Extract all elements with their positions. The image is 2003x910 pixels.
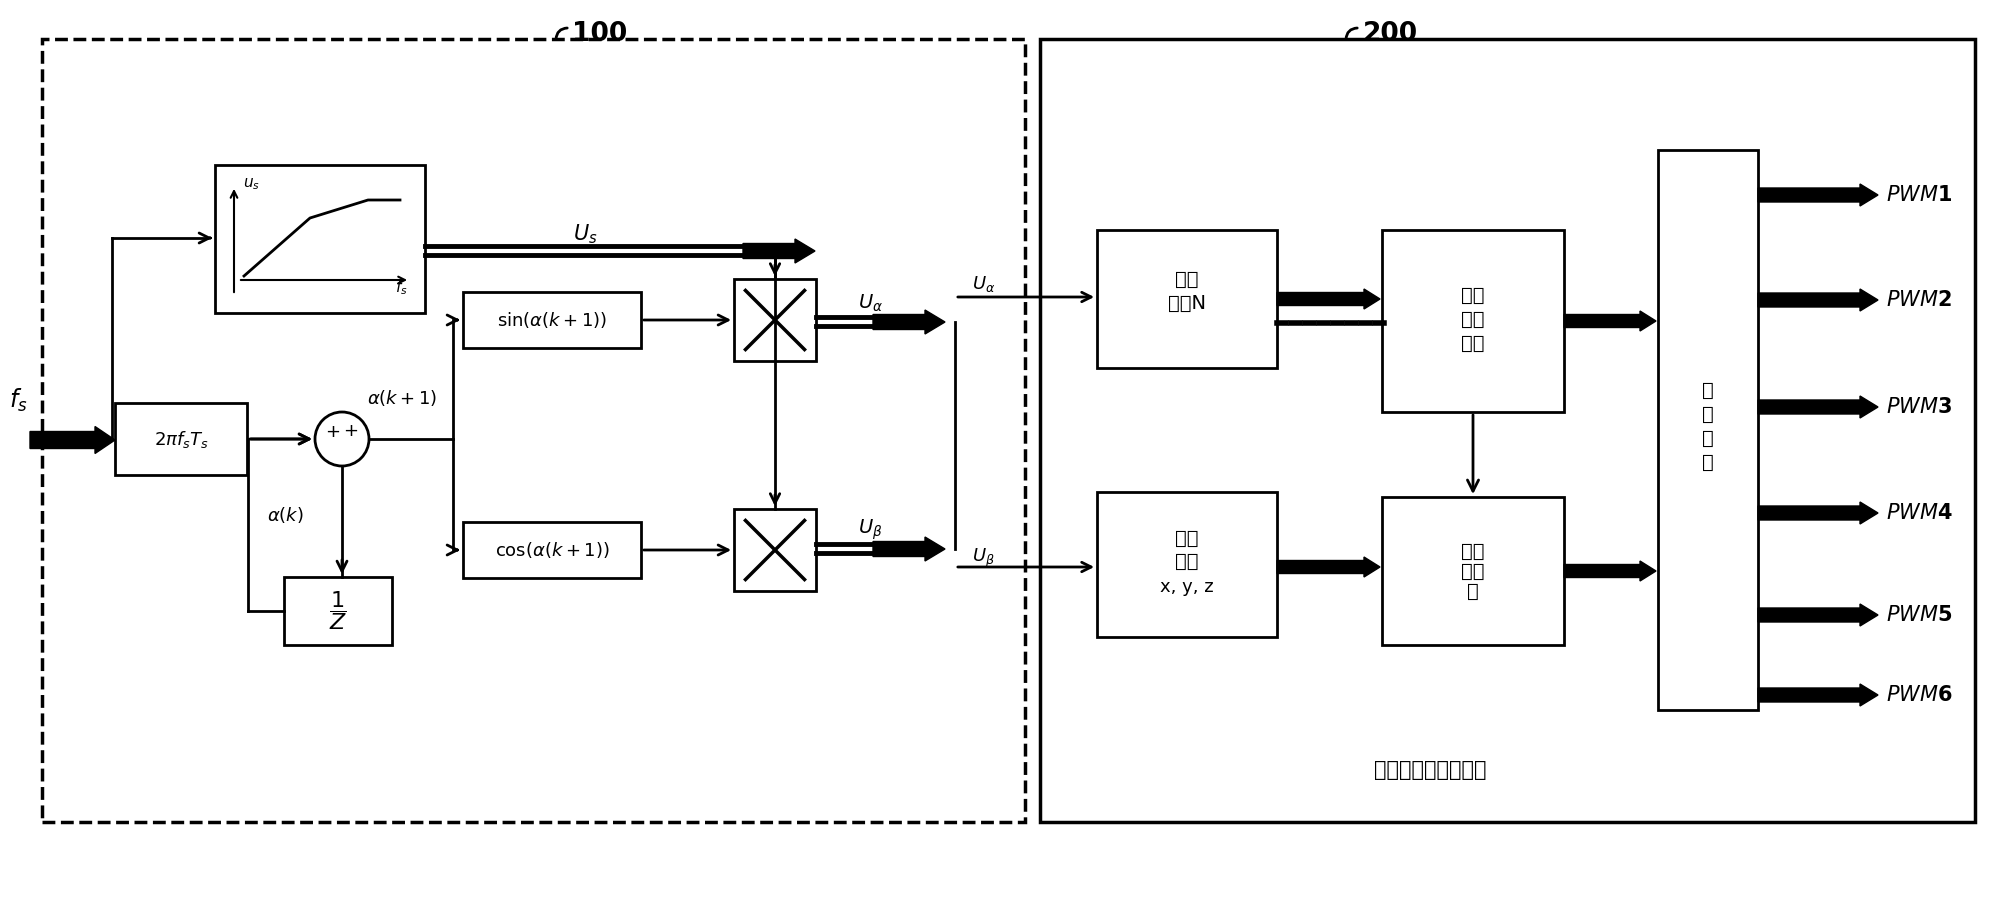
Text: $U_\beta$: $U_\beta$ [857,518,883,542]
FancyArrow shape [1564,561,1656,581]
Bar [1382,230,1564,412]
Text: $\cos(\alpha(k+1))$: $\cos(\alpha(k+1))$ [495,540,609,560]
Text: 100: 100 [573,21,627,47]
Text: $\it{PWM}$1: $\it{PWM}$1 [1887,185,1953,205]
FancyArrow shape [30,427,114,453]
Text: $U_\alpha$: $U_\alpha$ [857,292,883,314]
Text: 选取: 选取 [1462,309,1484,329]
Text: $\it{PWM}$5: $\it{PWM}$5 [1887,605,1953,625]
Bar [214,165,425,313]
Text: 计算N: 计算N [1168,294,1206,312]
Text: 时间: 时间 [1462,286,1484,305]
Text: +: + [343,422,359,440]
Text: 定时: 定时 [1462,561,1484,581]
Text: $2\pi f_sT_s$: $2\pi f_sT_s$ [154,429,208,450]
Text: 生: 生 [1703,405,1715,423]
Bar [1382,497,1564,645]
FancyArrow shape [1759,184,1879,206]
Text: 脉: 脉 [1703,429,1715,448]
Text: 分配: 分配 [1462,333,1484,352]
Bar [1040,39,1975,822]
Text: $\sin(\alpha(k+1))$: $\sin(\alpha(k+1))$ [497,310,607,330]
Text: 开通: 开通 [1462,541,1484,561]
FancyArrow shape [873,310,945,334]
Bar [733,279,815,361]
Text: 冲: 冲 [1703,452,1715,471]
Bar [284,577,393,645]
Text: 200: 200 [1362,21,1418,47]
Text: $\it{PWM}$4: $\it{PWM}$4 [1887,503,1953,523]
FancyArrow shape [873,537,945,561]
Bar [1098,230,1278,368]
Text: $U_s$: $U_s$ [573,222,597,246]
FancyArrow shape [1759,604,1879,626]
Text: 器: 器 [1466,581,1478,601]
Text: $\it{PWM}$2: $\it{PWM}$2 [1887,290,1951,310]
FancyArrow shape [1278,289,1380,309]
Bar [733,509,815,591]
FancyArrow shape [1759,684,1879,706]
FancyArrow shape [743,239,815,263]
FancyArrow shape [1759,396,1879,418]
Text: 扇区: 扇区 [1176,269,1198,288]
Bar [42,39,1026,822]
Bar [463,292,641,348]
Text: $\it{PWM}$6: $\it{PWM}$6 [1887,685,1953,705]
Text: 产: 产 [1703,380,1715,399]
Text: 计算: 计算 [1176,552,1198,571]
Text: $U_\beta$: $U_\beta$ [971,546,995,570]
Text: $\it{PWM}$3: $\it{PWM}$3 [1887,397,1953,417]
Text: $\alpha(k+1)$: $\alpha(k+1)$ [367,388,437,408]
Text: $\dfrac{1}{Z}$: $\dfrac{1}{Z}$ [328,590,347,632]
Circle shape [314,412,369,466]
Text: +: + [326,423,341,441]
Text: $f_s$: $f_s$ [8,387,28,414]
FancyArrow shape [1759,289,1879,311]
Text: $U_\alpha$: $U_\alpha$ [971,274,995,294]
Text: 时间: 时间 [1176,529,1198,548]
FancyArrow shape [1759,502,1879,524]
Bar [463,522,641,578]
Text: x, y, z: x, y, z [1160,578,1214,595]
FancyArrow shape [1278,557,1380,577]
Bar [1098,492,1278,637]
FancyArrow shape [1564,311,1656,331]
Text: $\alpha(k)$: $\alpha(k)$ [266,505,302,525]
Text: ＳＶＰＷＭ异步调制: ＳＶＰＷＭ异步调制 [1374,760,1486,780]
Text: $f_s$: $f_s$ [395,278,409,298]
Bar [1658,150,1759,710]
Bar [114,403,246,475]
Text: $u_s$: $u_s$ [242,177,260,192]
